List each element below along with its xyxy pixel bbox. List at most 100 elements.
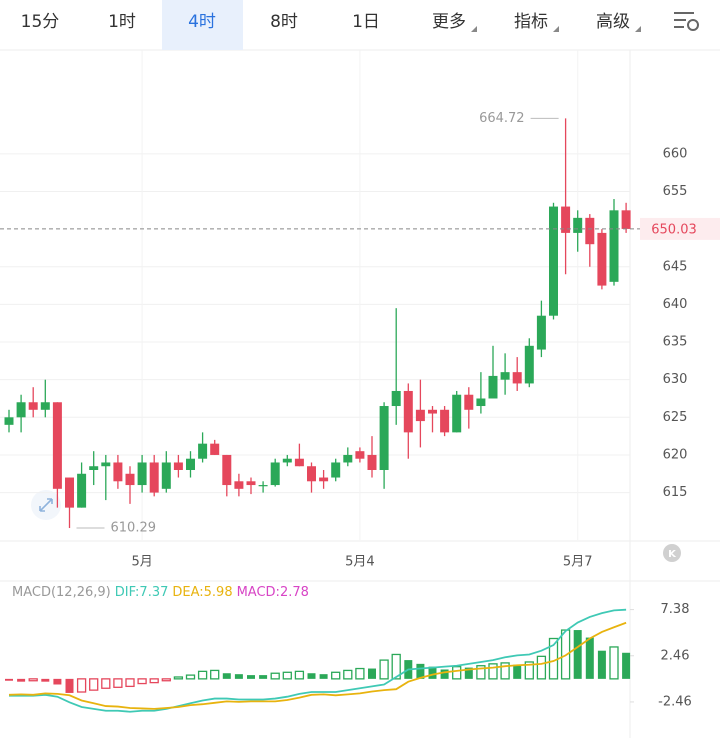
candle-body <box>500 372 510 380</box>
candle-body <box>234 481 244 489</box>
candle-body <box>331 462 341 478</box>
macd-bar <box>355 667 365 680</box>
macd-bar <box>76 678 87 693</box>
candle-body <box>415 409 425 422</box>
macd-bar <box>343 669 353 680</box>
macd-bar <box>476 665 486 680</box>
tab[interactable]: 指标 <box>514 12 548 32</box>
candle-body <box>125 473 135 486</box>
extreme-label: 610.29 <box>111 521 157 536</box>
macd-bar <box>294 670 305 680</box>
macd-bar <box>5 678 13 681</box>
dropdown-triangle <box>553 26 559 32</box>
macd-bar <box>524 661 534 680</box>
macd-bar <box>113 678 123 688</box>
macd-bar <box>488 663 498 680</box>
tab[interactable]: 更多 <box>432 12 466 32</box>
macd-bar <box>416 663 425 679</box>
y-tick-label: 620 <box>663 447 688 462</box>
candle-body <box>573 217 583 233</box>
extreme-label: 664.72 <box>479 111 525 126</box>
candle-body <box>258 485 268 487</box>
expand-icon[interactable] <box>31 490 61 520</box>
macd-bar <box>28 678 38 682</box>
k-icon[interactable]: K <box>663 544 681 562</box>
macd-bar <box>53 678 62 685</box>
candle-body <box>549 206 558 316</box>
macd-bar <box>17 678 26 682</box>
macd-bar <box>149 678 159 684</box>
candle-body <box>609 210 619 282</box>
macd-bar <box>125 678 135 688</box>
candle-body <box>52 402 62 489</box>
candle-body <box>246 481 256 486</box>
candle-body <box>149 462 159 493</box>
candle-body <box>440 409 450 433</box>
candle-body <box>355 451 365 459</box>
macd-line <box>8 621 627 710</box>
candle-body <box>585 217 595 245</box>
macd-bar <box>161 678 171 682</box>
candle-body <box>89 466 99 470</box>
macd-bar <box>464 667 473 679</box>
candle-body <box>391 390 401 407</box>
macd-bar <box>319 674 328 679</box>
candle-body <box>452 394 462 433</box>
macd-bar <box>185 674 196 680</box>
tab[interactable]: 1时 <box>108 12 136 32</box>
y-tick-label: 645 <box>663 259 688 274</box>
current-price-label: 650.03 <box>651 222 697 237</box>
candle-body <box>561 206 571 233</box>
candle-body <box>161 462 171 489</box>
settings-icon[interactable] <box>674 12 699 31</box>
candle-body <box>4 417 14 425</box>
candle-body <box>173 462 183 470</box>
candle-body <box>512 372 522 384</box>
macd-bar <box>500 662 510 680</box>
tab[interactable]: 8时 <box>270 12 298 32</box>
macd-bar <box>428 666 437 679</box>
current-price-bg <box>640 217 720 240</box>
macd-bar <box>536 655 547 680</box>
y-tick-label: 635 <box>663 335 688 350</box>
candle-body <box>536 315 546 350</box>
tab[interactable]: 1日 <box>352 12 380 32</box>
macd-bar <box>137 678 147 685</box>
candle-body <box>403 390 413 433</box>
svg-text:K: K <box>668 549 677 560</box>
tab[interactable]: 15分 <box>21 12 60 32</box>
candle-body <box>28 402 38 410</box>
candle-body <box>428 409 437 414</box>
macd-bar <box>41 678 50 682</box>
y-tick-label: 640 <box>663 297 688 312</box>
candle-body <box>101 462 111 467</box>
y-tick-label: 630 <box>663 372 688 387</box>
macd-bar <box>234 674 243 679</box>
candle-body <box>222 454 232 486</box>
candle-body <box>524 345 534 384</box>
x-tick-label: 5月7 <box>563 555 593 570</box>
candle-body <box>307 466 316 482</box>
candle-body <box>367 454 377 470</box>
macd-bar <box>197 670 208 680</box>
x-tick-label: 5月 <box>131 555 152 570</box>
candle-body <box>294 458 304 467</box>
candle-body <box>77 473 87 508</box>
legend-entry: DEA:5.98 <box>172 585 232 600</box>
macd-bar <box>609 646 619 680</box>
y-tick-label: 660 <box>663 146 688 161</box>
candle-body <box>319 477 329 482</box>
dropdown-triangle <box>635 26 641 32</box>
macd-legend: MACD(12,26,9) DIF:7.37 DEA:5.98 MACD:2.78 <box>12 585 309 600</box>
macd-bar <box>440 669 449 679</box>
macd-bar <box>331 671 341 680</box>
legend-entry: MACD(12,26,9) <box>12 585 111 600</box>
candle-body <box>40 402 50 410</box>
candle-body <box>597 232 607 286</box>
tab[interactable]: 高级 <box>596 12 630 32</box>
y-tick-label: 615 <box>663 485 688 500</box>
candle-body <box>270 462 280 486</box>
candle-body <box>488 375 498 399</box>
macd-bar <box>452 666 462 680</box>
tab[interactable]: 4时 <box>188 12 216 32</box>
